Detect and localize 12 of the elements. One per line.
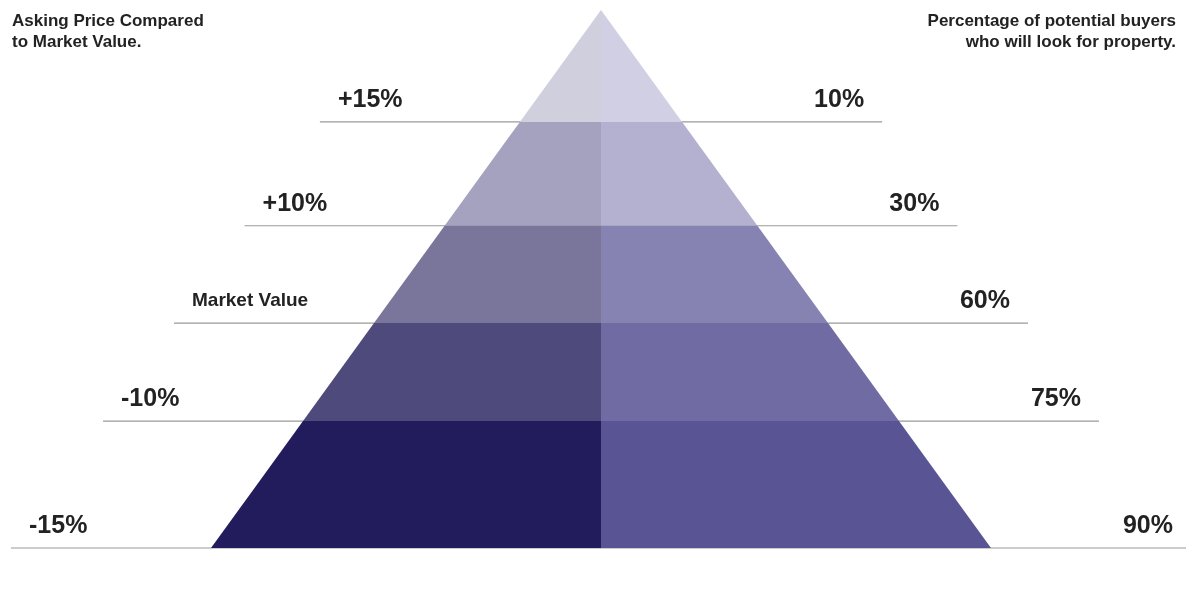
data-label: 90%	[1122, 510, 1173, 538]
category-label: -15%	[29, 510, 88, 538]
category-label: +15%	[337, 83, 403, 112]
category-label: -10%	[121, 383, 180, 412]
data-label: 30%	[889, 187, 940, 216]
data-label: 60%	[959, 285, 1010, 314]
category-label: Market Value	[192, 288, 309, 310]
data-label: 75%	[1030, 383, 1081, 412]
data-label: 10%	[814, 83, 865, 112]
text: Percentage of potential buyers who will look for property.	[927, 11, 1176, 51]
category-label: +10%	[262, 187, 328, 216]
text: Asking Price Compared to Market Value.	[12, 11, 204, 51]
